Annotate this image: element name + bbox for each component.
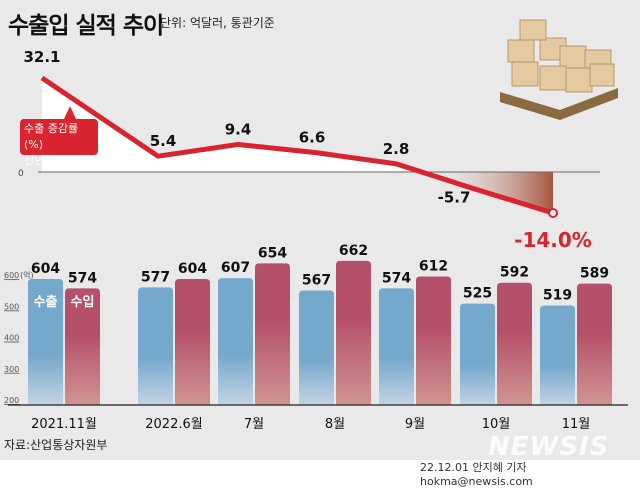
import-bar: [577, 283, 612, 405]
zero-label: 0: [18, 169, 24, 179]
bar-value-label: 525: [463, 286, 492, 302]
bar-value-label: 592: [500, 265, 529, 281]
line-legend-callout: 수출 증감률(%) 전년동월대비: [20, 119, 98, 167]
bar-value-label: 574: [68, 270, 97, 286]
line-value-label: 6.6: [299, 129, 326, 147]
line-value-label: 2.8: [383, 140, 410, 158]
legend-export: 수출: [34, 294, 58, 310]
line-value-label: 32.1: [23, 48, 60, 66]
bar-value-label: 604: [178, 261, 207, 277]
export-bar: [460, 303, 495, 405]
y-tick-label: 200: [4, 396, 19, 405]
unit-note: 단위: 억달러, 통관기준: [160, 16, 275, 30]
x-category-label: 2022.6월: [145, 417, 202, 432]
import-bar: [175, 279, 210, 405]
bar-value-label: 577: [141, 269, 170, 285]
x-category-label: 11월: [562, 417, 591, 432]
credit-line: 22.12.01 안지혜 기자 hokma@newsis.com: [420, 461, 533, 488]
x-category-label: 10월: [482, 417, 511, 432]
y-tick-label: 300: [4, 365, 19, 374]
import-bar: [65, 288, 100, 405]
boxes-illustration: [500, 19, 618, 120]
last-point-marker: [548, 208, 558, 219]
export-bar: [218, 278, 253, 405]
bar-value-label: 567: [302, 273, 331, 289]
line-value-label: -5.7: [438, 189, 471, 207]
callout-pointer: [64, 106, 76, 119]
import-bar: [497, 282, 532, 405]
bar-value-label: 574: [382, 270, 411, 286]
export-bar: [138, 287, 173, 405]
y-tick-label: 400: [4, 334, 19, 343]
bar-value-label: 612: [419, 259, 448, 275]
x-category-label: 8월: [325, 417, 345, 432]
x-category-label: 2021.11월: [31, 417, 97, 432]
y-tick-label: 600: [4, 271, 19, 280]
bar-value-label: 604: [31, 261, 60, 277]
bar-value-label: 654: [258, 245, 287, 261]
import-bar: [416, 276, 451, 405]
bar-value-label: 662: [339, 243, 368, 259]
line-value-label: 9.4: [225, 120, 252, 138]
export-bar: [379, 288, 414, 405]
line-value-label: 5.4: [150, 132, 177, 150]
positive-area: [42, 77, 422, 172]
line-value-label: -14.0%: [514, 228, 592, 252]
source-note: 자료:산업통상자원부: [4, 438, 108, 452]
legend-import: 수입: [71, 295, 95, 310]
bar-value-label: 589: [580, 266, 609, 282]
export-bar: [540, 305, 575, 405]
import-bar: [255, 263, 290, 405]
import-bar: [336, 260, 371, 405]
y-tick-label: 500: [4, 302, 19, 311]
chart-title: 수출입 실적 추이: [8, 13, 164, 39]
callout-line1: 수출 증감률(%): [24, 122, 79, 151]
callout-line2: 전년동월대비: [24, 154, 85, 167]
newsis-logo: NEWSIS: [488, 432, 610, 462]
export-bar: [299, 290, 334, 405]
export-growth-line: [40, 75, 554, 216]
x-category-label: 7월: [244, 417, 264, 432]
y-unit-label: (억): [20, 270, 34, 280]
bar-value-label: 607: [221, 260, 250, 276]
bar-value-label: 519: [543, 288, 572, 304]
chart-canvas: 0 32.1 5.4 9.4 6.6 2.8 -5.7 -14.0% 200 300 400 500…: [4, 19, 628, 432]
export-bar: [28, 279, 63, 405]
x-category-label: 9월: [405, 417, 425, 432]
